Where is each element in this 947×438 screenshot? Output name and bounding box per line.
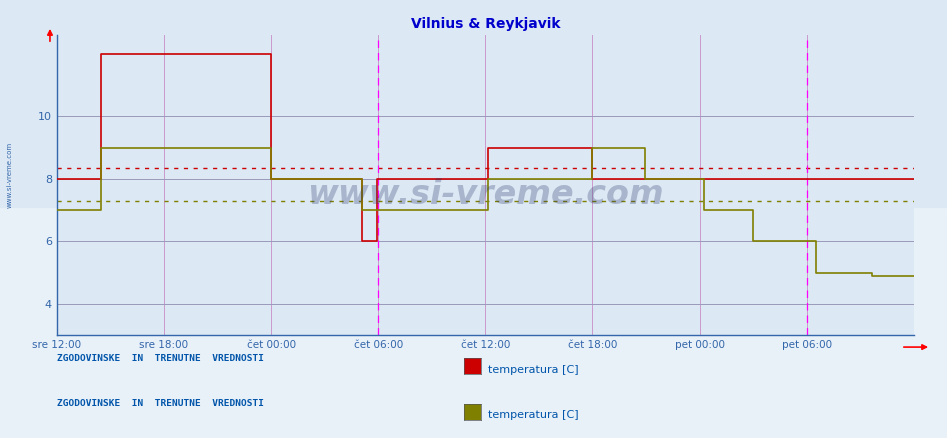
Text: temperatura [C]: temperatura [C]: [488, 365, 579, 375]
Text: www.si-vreme.com: www.si-vreme.com: [7, 142, 12, 208]
Text: ZGODOVINSKE  IN  TRENUTNE  VREDNOSTI: ZGODOVINSKE IN TRENUTNE VREDNOSTI: [57, 399, 264, 409]
Title: Vilnius & Reykjavik: Vilnius & Reykjavik: [411, 17, 560, 31]
Text: ZGODOVINSKE  IN  TRENUTNE  VREDNOSTI: ZGODOVINSKE IN TRENUTNE VREDNOSTI: [57, 354, 264, 364]
Text: temperatura [C]: temperatura [C]: [488, 410, 579, 420]
Text: www.si-vreme.com: www.si-vreme.com: [307, 177, 664, 211]
